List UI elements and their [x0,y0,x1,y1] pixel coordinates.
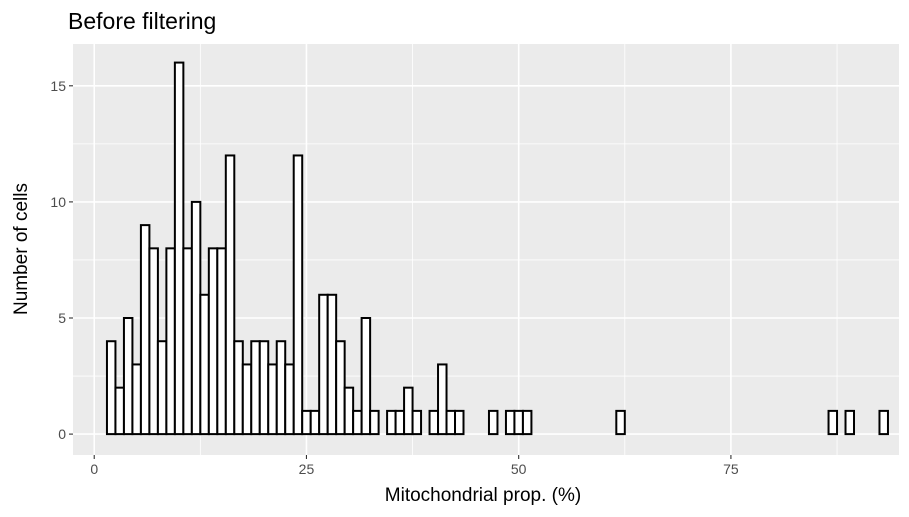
y-tick-label: 0 [58,426,66,442]
histogram-bar [513,409,524,436]
x-tick-label: 75 [723,461,739,477]
histogram-bar [369,409,380,436]
y-tick-label: 10 [50,194,66,210]
histogram-bar [182,247,193,436]
histogram-bar [394,409,406,436]
histogram-bar [411,409,423,436]
histogram-bar [301,409,312,436]
x-axis-title: Mitochondrial prop. (%) [385,485,581,506]
histogram-bar [437,363,448,436]
y-axis: 0 5 10 15 [50,78,73,442]
histogram-bar [216,247,227,436]
histogram-bar [267,363,278,436]
histogram-bar [445,409,457,436]
histogram-bar [318,293,329,436]
histogram-bar [335,340,346,436]
histogram-bar [190,200,202,436]
histogram-bar [844,409,856,436]
histogram-bars [105,61,889,436]
histogram-bar [139,224,151,436]
histogram-bar [241,363,253,436]
y-tick-label: 15 [50,78,66,94]
histogram-bar [131,363,142,436]
histogram-bar [199,293,210,436]
histogram-bar [487,409,499,436]
histogram-bar [156,340,168,436]
histogram-bar [148,247,159,436]
y-axis-title: Number of cells [11,183,32,315]
histogram-bar [275,340,287,436]
histogram-bar [428,409,440,436]
histogram-bar [827,409,839,436]
histogram-bar [615,409,626,436]
histogram-bar [878,409,889,436]
histogram-bar [504,409,516,436]
minor-gridlines [73,44,899,455]
histogram-bar [250,340,261,436]
x-tick-label: 50 [511,461,527,477]
histogram-bar [284,363,295,436]
histogram-bar [114,386,125,436]
histogram-bar [165,247,176,436]
histogram-bar [360,317,372,436]
histogram-bar [105,340,117,436]
histogram-bar [343,386,355,436]
x-axis: 0 25 50 75 [90,455,739,477]
histogram-bar [207,247,219,436]
histogram-bar [352,409,363,436]
x-tick-label: 25 [299,461,315,477]
major-gridlines [73,44,899,455]
histogram-bar [233,340,244,436]
histogram-bar [258,340,270,436]
histogram-bar [292,154,304,436]
histogram-bar [403,386,414,436]
histogram-bar [309,409,321,436]
histogram-bar [326,293,338,436]
y-tick-label: 5 [58,310,66,326]
histogram-bar [173,61,185,436]
histogram-bar [454,409,465,436]
x-tick-label: 0 [90,461,98,477]
histogram-bar [122,317,134,436]
histogram-bar [386,409,397,436]
histogram-bar [224,154,236,436]
chart-title: Before filtering [68,8,216,34]
histogram-bar [521,409,533,436]
